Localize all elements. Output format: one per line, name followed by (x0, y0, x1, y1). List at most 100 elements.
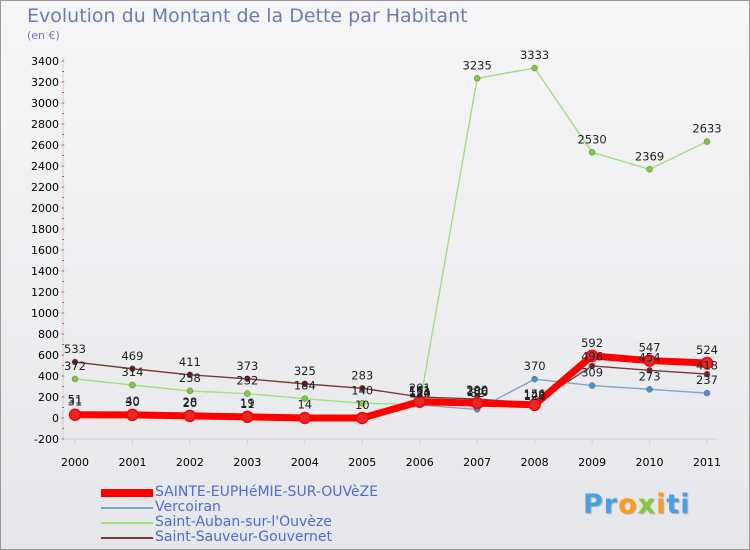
data-label: 533 (64, 342, 86, 356)
data-point (244, 390, 251, 397)
chart-title: Evolution du Montant de la Dette par Hab… (27, 5, 468, 27)
legend-swatch (101, 522, 153, 524)
data-point (703, 138, 711, 145)
data-point (359, 385, 366, 392)
data-label: 130 (409, 387, 431, 401)
data-label: 314 (121, 365, 143, 379)
logo-part: Pr (583, 489, 619, 520)
y-tick-label: -200 (34, 433, 59, 446)
data-label: 469 (121, 349, 143, 363)
logo-part: i (656, 489, 667, 520)
data-label: 40 (125, 394, 140, 408)
data-label: 309 (581, 366, 603, 380)
legend-swatch (101, 507, 153, 509)
y-tick-label: 1400 (31, 265, 59, 278)
x-tick-label: 2000 (61, 456, 89, 469)
data-label: 592 (581, 336, 603, 350)
y-tick-label: 200 (38, 391, 59, 404)
data-label: 524 (696, 343, 718, 357)
data-point (186, 371, 194, 379)
y-tick-label: 2800 (31, 118, 59, 131)
data-label: 156 (524, 387, 546, 401)
x-tick-label: 2006 (406, 456, 434, 469)
data-point (700, 356, 714, 370)
series-line (74, 361, 708, 404)
data-point (528, 398, 541, 412)
data-label: 161 (409, 383, 431, 397)
y-tick-label: 600 (38, 349, 59, 362)
legend-swatch (101, 537, 153, 539)
data-point (129, 365, 136, 373)
data-label: 30 (125, 395, 140, 409)
data-label: 3235 (463, 58, 492, 72)
data-point (183, 409, 197, 423)
x-tick-label: 2008 (521, 456, 549, 469)
legend-label: SAINTE-EUPHéMIE-SUR-OUVèZE (155, 484, 379, 500)
y-tick-label: 2200 (31, 181, 59, 194)
series-line (74, 67, 708, 406)
data-point (531, 375, 538, 383)
data-label: 372 (64, 359, 86, 373)
data-label: 2530 (577, 132, 606, 146)
x-tick-label: 2009 (578, 456, 606, 469)
data-label: 3333 (520, 48, 549, 62)
y-tick-label: 1800 (31, 223, 59, 236)
data-label: 237 (696, 373, 718, 387)
data-point (244, 375, 251, 383)
legend-label: Saint-Sauveur-Gouvernet (155, 529, 332, 545)
y-tick-label: 0 (52, 412, 59, 425)
data-label: 232 (236, 374, 258, 388)
data-label: 11 (240, 397, 255, 411)
x-tick-label: 2011 (693, 456, 721, 469)
data-point (646, 367, 653, 374)
series-line (71, 352, 711, 422)
data-point (301, 380, 309, 388)
data-point (646, 166, 653, 173)
data-label: 184 (294, 379, 316, 393)
data-point (301, 395, 309, 402)
x-tick-label: 2002 (176, 456, 204, 469)
legend-label: Saint-Auban-sur-l'Ouvèze (155, 514, 332, 530)
data-label: 373 (236, 359, 258, 373)
data-point (585, 349, 599, 363)
data-label: 151 (409, 385, 431, 399)
logo-part: ti (666, 489, 691, 520)
data-point (588, 149, 596, 156)
y-tick-label: 400 (38, 370, 59, 383)
data-label: 51 (68, 393, 83, 407)
data-point (646, 386, 653, 393)
data-point (588, 382, 596, 389)
data-label: 258 (179, 371, 201, 385)
data-label: 126 (524, 389, 546, 403)
x-tick-label: 2010 (636, 456, 664, 469)
x-tick-label: 2007 (463, 456, 491, 469)
y-tick-label: 800 (38, 328, 59, 341)
y-tick-label: 2000 (31, 202, 59, 215)
data-point (703, 370, 711, 378)
y-tick-label: 3400 (31, 55, 59, 68)
data-label: 2369 (635, 149, 664, 163)
data-label: 180 (466, 384, 488, 398)
data-point (241, 410, 254, 424)
data-label: 20 (183, 396, 198, 410)
data-label: 496 (581, 349, 603, 363)
x-tick-label: 2004 (291, 456, 319, 469)
data-point (126, 408, 139, 422)
data-label: 19 (240, 396, 255, 410)
x-tick-label: 2003 (233, 456, 261, 469)
y-tick-label: 3000 (31, 97, 59, 110)
data-point (129, 381, 136, 389)
data-label: 10 (355, 398, 370, 412)
y-tick-label: 2400 (31, 160, 59, 173)
data-label: 201 (409, 381, 431, 395)
data-label: 14 (297, 397, 312, 411)
chart-subtitle: (en €) (27, 29, 60, 42)
data-label: 2633 (692, 122, 721, 136)
data-label: 124 (409, 386, 431, 400)
data-point (531, 64, 538, 72)
data-point (359, 400, 366, 407)
data-label: 283 (351, 368, 373, 382)
data-label: 156 (466, 385, 488, 399)
